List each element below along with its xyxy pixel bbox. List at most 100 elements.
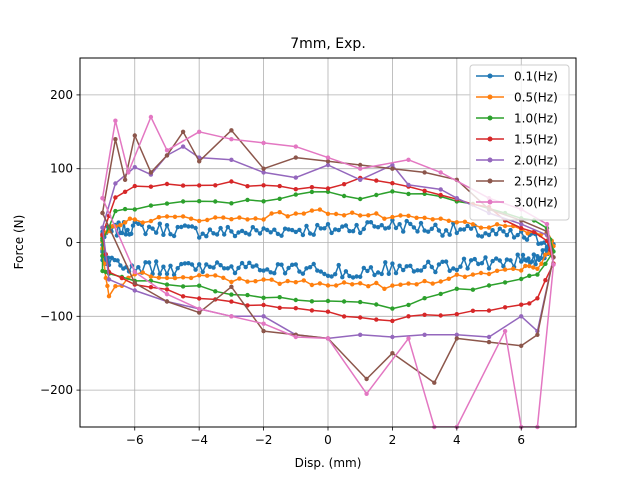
data-point <box>358 166 363 171</box>
data-point <box>430 217 435 222</box>
data-point <box>368 220 374 225</box>
data-point <box>157 271 162 277</box>
data-point <box>293 334 298 340</box>
data-point <box>519 276 524 282</box>
data-point <box>515 232 520 238</box>
data-point <box>100 253 105 259</box>
data-point <box>164 214 170 219</box>
data-point <box>290 262 295 267</box>
data-point <box>519 259 524 264</box>
data-point <box>113 208 118 214</box>
data-point <box>479 261 485 266</box>
data-point <box>301 278 306 283</box>
data-point <box>179 224 184 230</box>
data-point <box>254 263 259 268</box>
data-point <box>120 230 125 236</box>
data-point <box>374 302 379 307</box>
data-point <box>197 262 202 267</box>
data-point <box>197 235 202 240</box>
data-point <box>204 262 209 267</box>
data-point <box>164 299 170 304</box>
data-point <box>375 270 381 275</box>
data-point <box>272 271 277 276</box>
data-point <box>486 271 492 277</box>
data-point <box>113 195 118 200</box>
data-point <box>301 211 306 216</box>
data-point <box>143 260 148 265</box>
data-point <box>544 221 550 227</box>
data-point <box>524 237 530 242</box>
data-point <box>325 186 331 191</box>
data-point <box>132 165 137 170</box>
data-point <box>245 197 250 203</box>
data-point <box>254 228 259 233</box>
data-point <box>148 114 154 120</box>
data-point <box>438 216 443 221</box>
data-point <box>118 223 123 228</box>
data-point <box>390 318 395 324</box>
data-point <box>401 267 406 273</box>
data-point <box>406 191 411 197</box>
data-point <box>447 232 452 237</box>
data-point <box>374 178 379 183</box>
x-tick-label: −2 <box>255 433 273 447</box>
data-point <box>519 314 524 319</box>
data-point <box>269 211 274 216</box>
data-point <box>329 274 334 279</box>
data-point <box>261 328 266 334</box>
data-point <box>197 310 202 315</box>
data-point <box>422 170 427 175</box>
data-point <box>398 282 403 287</box>
data-point <box>214 260 220 265</box>
data-point <box>486 225 492 230</box>
data-point <box>372 224 377 229</box>
x-tick-label: 4 <box>453 433 461 447</box>
data-point <box>451 266 456 271</box>
data-point <box>309 299 315 304</box>
data-point <box>361 265 366 271</box>
data-point <box>472 256 477 262</box>
legend: 0.1(Hz) 0.5(Hz) 1.0(Hz) 1.5(Hz) 2.0(Hz) 2.5(H… <box>469 64 570 221</box>
data-point <box>171 233 177 239</box>
data-point <box>408 221 413 227</box>
data-point <box>106 277 112 282</box>
legend-marker <box>487 94 493 100</box>
data-point <box>333 283 339 288</box>
data-point <box>375 225 381 230</box>
data-point <box>465 223 470 229</box>
data-point <box>406 336 411 341</box>
data-point <box>390 261 395 266</box>
data-point <box>415 229 420 234</box>
data-point <box>527 301 532 306</box>
data-point <box>293 175 298 180</box>
legend-item: 1.0(Hz) <box>476 112 558 126</box>
data-point <box>325 159 331 164</box>
data-point <box>307 265 313 270</box>
data-point <box>486 266 492 271</box>
legend-marker <box>487 115 493 121</box>
data-point <box>148 285 154 290</box>
legend-marker <box>487 157 493 163</box>
data-point <box>140 220 145 225</box>
legend-item: 2.5(Hz) <box>476 175 558 189</box>
y-tick-label: 100 <box>50 162 73 176</box>
data-point <box>293 262 298 267</box>
data-point <box>164 201 170 206</box>
data-point <box>433 269 438 275</box>
data-point <box>113 284 118 289</box>
data-point <box>504 257 510 262</box>
data-point <box>218 225 223 231</box>
data-point <box>401 229 406 234</box>
data-point <box>322 271 327 277</box>
data-point <box>341 193 347 199</box>
data-point <box>366 213 371 218</box>
chart-title: 7mm, Exp. <box>290 36 366 52</box>
data-point <box>129 231 134 236</box>
data-point <box>197 218 202 224</box>
data-point <box>197 306 202 312</box>
data-point <box>119 275 125 281</box>
data-point <box>519 302 524 307</box>
data-point <box>157 221 162 226</box>
data-point <box>438 187 443 192</box>
data-point <box>113 118 118 123</box>
